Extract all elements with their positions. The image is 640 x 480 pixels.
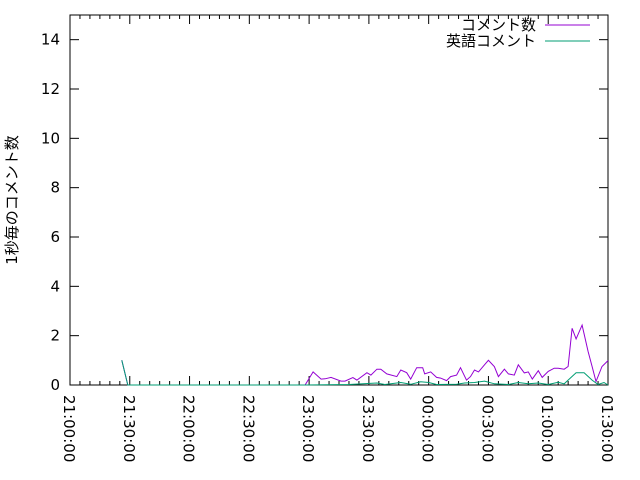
axes: 0 2 4 6 8 10 12 14 21:00:00 21:30:00 22:00:00 22:30… bbox=[41, 14, 616, 462]
series-group bbox=[121, 323, 609, 386]
x-tick-label: 21:30:00 bbox=[120, 395, 138, 462]
x-tick-label: 23:00:00 bbox=[299, 395, 317, 462]
x-tick-label: 01:00:00 bbox=[538, 395, 556, 462]
y-tick-label: 10 bbox=[41, 129, 60, 147]
legend-label: コメント数 bbox=[461, 16, 536, 34]
y-tick-label: 4 bbox=[50, 277, 60, 295]
x-tick-label: 23:30:00 bbox=[359, 395, 377, 462]
x-tick-label: 21:00:00 bbox=[60, 395, 78, 462]
y-axis-label: 1秒毎のコメント数 bbox=[3, 135, 21, 265]
x-tick-label: 22:00:00 bbox=[180, 395, 198, 462]
y-tick-label: 14 bbox=[41, 31, 60, 49]
plot-frame bbox=[69, 14, 609, 386]
x-tick-label: 00:00:00 bbox=[419, 395, 437, 462]
y-tick-label: 8 bbox=[50, 179, 60, 197]
x-tick-label: 00:30:00 bbox=[478, 395, 496, 462]
y-tick-label: 12 bbox=[41, 80, 60, 98]
series-line bbox=[121, 360, 609, 386]
y-tick-label: 2 bbox=[50, 327, 60, 345]
x-tick-label: 01:30:00 bbox=[598, 395, 616, 462]
series-line bbox=[121, 323, 609, 386]
y-tick-label: 6 bbox=[50, 228, 60, 246]
legend-label: 英語コメント bbox=[446, 32, 536, 50]
y-tick-label: 0 bbox=[50, 376, 60, 394]
x-tick-label: 22:30:00 bbox=[239, 395, 257, 462]
